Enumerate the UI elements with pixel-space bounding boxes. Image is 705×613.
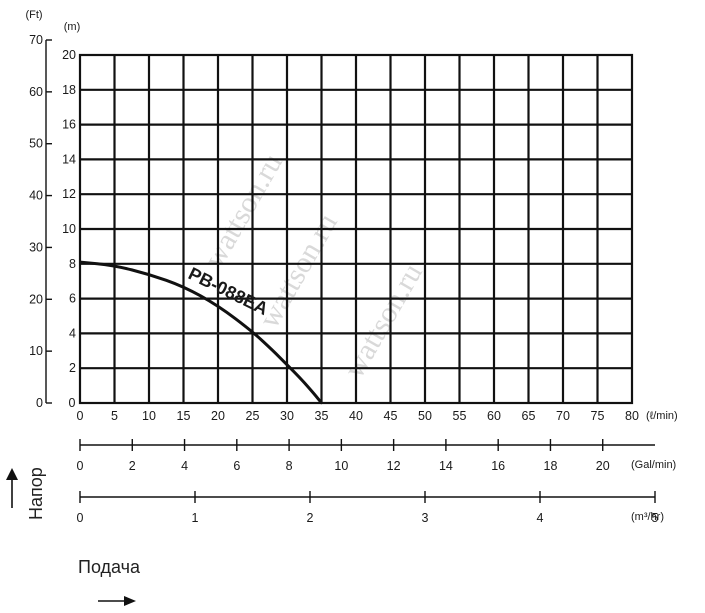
x-tick-label: 75: [591, 409, 605, 423]
pump-curve-line: [79, 260, 323, 404]
m-unit-label: (m): [64, 21, 81, 33]
ft-tick-label: 70: [29, 33, 43, 47]
series-label: PB-088EA: [185, 263, 271, 319]
x-tick-label: 14: [439, 459, 453, 473]
x-tick-label: 16: [491, 459, 505, 473]
m-tick-label: 8: [69, 257, 76, 271]
x-tick-label: 18: [544, 459, 558, 473]
flow-label: Подача: [78, 557, 141, 577]
ft-tick-label: 60: [29, 85, 43, 99]
m-tick-label: 14: [62, 152, 76, 166]
x-tick-label: 2: [129, 459, 136, 473]
axes-layer: (Ft)010203040506070(m)246810121416182000…: [25, 9, 677, 525]
m-tick-label: 20: [62, 48, 76, 62]
m-tick-label: 18: [62, 83, 76, 97]
m-tick-label: 6: [69, 292, 76, 306]
x-tick-label: 6: [233, 459, 240, 473]
x-tick-label: 60: [487, 409, 501, 423]
x-tick-label: 4: [181, 459, 188, 473]
x-tick-label: 45: [384, 409, 398, 423]
x-tick-label: 3: [422, 511, 429, 525]
x-tick-label: 5: [111, 409, 118, 423]
x-tick-label: 25: [246, 409, 260, 423]
x-unit-label: (ℓ/min): [646, 410, 678, 422]
m-tick-label: 2: [69, 361, 76, 375]
x-tick-label: 5: [652, 511, 659, 525]
x-tick-label: 0: [77, 459, 84, 473]
x-tick-label: 70: [556, 409, 570, 423]
ft-tick-label: 50: [29, 137, 43, 151]
ft-tick-label: 20: [29, 292, 43, 306]
x-unit-label: (Gal/min): [631, 459, 676, 471]
x-tick-label: 30: [280, 409, 294, 423]
x-tick-label: 4: [537, 511, 544, 525]
x-tick-label: 10: [142, 409, 156, 423]
x-tick-label: 65: [522, 409, 536, 423]
head-label: Напор: [26, 467, 46, 520]
m-tick-label: 12: [62, 187, 76, 201]
x-tick-label: 12: [387, 459, 401, 473]
ft-tick-label: 0: [36, 396, 43, 410]
ft-unit-label: (Ft): [25, 9, 42, 21]
x-tick-label: 20: [596, 459, 610, 473]
m-tick-label: 10: [62, 222, 76, 236]
x-tick-label: 10: [334, 459, 348, 473]
x-tick-label: 8: [286, 459, 293, 473]
x-tick-label: 80: [625, 409, 639, 423]
x-tick-label: 35: [315, 409, 329, 423]
x-tick-label: 15: [177, 409, 191, 423]
m-tick-label: 4: [69, 326, 76, 340]
x-tick-label: 2: [307, 511, 314, 525]
m-zero-label: 0: [69, 396, 76, 410]
x-tick-label: 20: [211, 409, 225, 423]
x-tick-label: 1: [192, 511, 199, 525]
x-tick-label: 50: [418, 409, 432, 423]
x-tick-label: 0: [77, 511, 84, 525]
x-tick-label: 40: [349, 409, 363, 423]
head-axis-caption: Напор: [6, 467, 46, 520]
watermark-text: wattson.ru: [197, 148, 288, 273]
up-arrow-icon: [6, 468, 18, 508]
ft-tick-label: 40: [29, 189, 43, 203]
grid-layer: [78, 53, 634, 405]
x-tick-label: 55: [453, 409, 467, 423]
m-tick-label: 16: [62, 118, 76, 132]
watermark-text: wattson.ru: [252, 208, 343, 333]
x-tick-label: 0: [77, 409, 84, 423]
flow-axis-caption: Подача: [78, 557, 141, 606]
ft-tick-label: 30: [29, 240, 43, 254]
right-arrow-icon: [98, 596, 136, 606]
x-unit-label: (m³/hr): [631, 511, 664, 523]
ft-tick-label: 10: [29, 344, 43, 358]
watermark-text: wattson.ru: [337, 258, 428, 383]
